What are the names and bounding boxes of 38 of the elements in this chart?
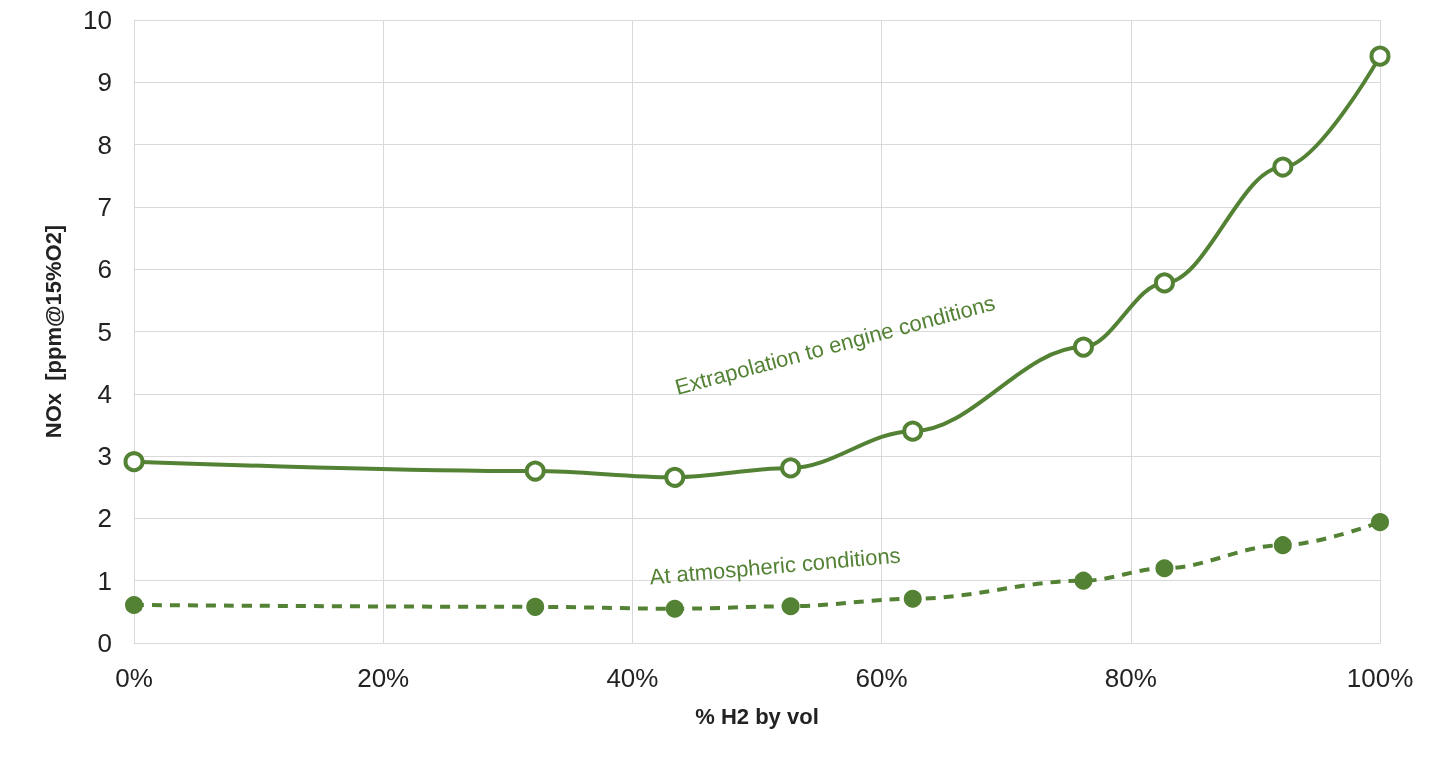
y-tick-label: 2 xyxy=(97,503,112,534)
point xyxy=(903,589,922,608)
point xyxy=(665,599,684,618)
y-tick-label: 0 xyxy=(97,628,112,658)
point xyxy=(125,596,143,614)
point xyxy=(526,597,545,616)
point xyxy=(1369,45,1391,67)
x-tick-label: 60% xyxy=(855,663,908,693)
y-tick-label: 4 xyxy=(97,378,112,409)
y-tick-label: 3 xyxy=(97,441,112,472)
point xyxy=(1371,513,1389,532)
point xyxy=(1153,272,1175,294)
x-tick-label: 100% xyxy=(1346,663,1414,693)
x-tick-label: 40% xyxy=(606,663,659,693)
point xyxy=(902,420,924,442)
y-tick-label: 6 xyxy=(97,254,112,285)
y-tick-label: 1 xyxy=(97,565,112,596)
x-axis-title: % H2 by vol xyxy=(695,703,819,729)
point xyxy=(123,451,145,473)
point xyxy=(781,597,800,616)
x-tick-label: 20% xyxy=(357,663,410,693)
y-tick-label: 10 xyxy=(83,5,112,35)
point xyxy=(524,460,546,482)
x-tick-label: 80% xyxy=(1104,663,1157,693)
point xyxy=(1074,571,1093,590)
annotation: At atmospheric conditions xyxy=(648,542,902,590)
x-tick-label: 0% xyxy=(115,663,153,693)
point xyxy=(1072,336,1094,358)
y-tick-label: 7 xyxy=(97,191,112,222)
point xyxy=(1155,559,1174,578)
y-tick-label: 9 xyxy=(97,67,112,98)
y-axis-title: NOx [ppm@15%O2] xyxy=(40,224,66,439)
y-tick-label: 5 xyxy=(97,316,112,347)
point xyxy=(1273,536,1292,555)
point xyxy=(780,457,802,479)
y-tick-label: 8 xyxy=(97,129,112,160)
point xyxy=(664,466,686,488)
point xyxy=(1272,156,1294,178)
